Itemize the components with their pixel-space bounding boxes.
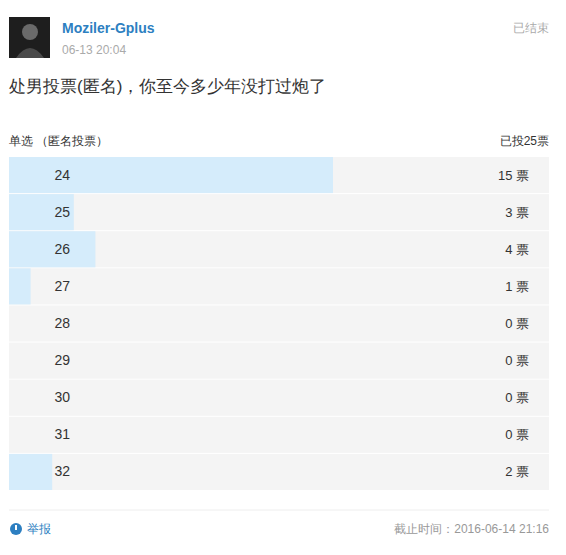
tick: 29 bbox=[54, 352, 70, 368]
separator bbox=[9, 510, 549, 511]
bar bbox=[9, 194, 74, 230]
tick: 28 bbox=[54, 315, 70, 331]
tick-label: 25 bbox=[54, 204, 70, 220]
data-label: 2 票 bbox=[505, 464, 529, 479]
bar bbox=[9, 231, 95, 267]
tick: 24 bbox=[54, 167, 70, 183]
bar bbox=[9, 343, 10, 379]
data-label: 0 票 bbox=[505, 316, 529, 331]
tick-label: 30 bbox=[54, 389, 70, 405]
avatar[interactable] bbox=[9, 17, 50, 58]
bar bbox=[9, 380, 10, 416]
option-track[interactable] bbox=[9, 268, 549, 304]
tick: 25 bbox=[54, 204, 70, 220]
poll-status: 已结束 bbox=[513, 21, 549, 35]
deadline: 截止时间：2016-06-14 21:16 bbox=[394, 522, 549, 536]
report-icon[interactable] bbox=[10, 523, 22, 535]
report-link[interactable]: 举报 bbox=[27, 522, 51, 536]
data-label: 0 票 bbox=[505, 390, 529, 405]
avatar-body bbox=[16, 48, 44, 58]
tick-label: 26 bbox=[54, 241, 70, 257]
data-label: 15 票 bbox=[498, 168, 529, 183]
tick-label: 32 bbox=[54, 463, 70, 479]
tick-label: 31 bbox=[54, 426, 70, 442]
tick: 27 bbox=[54, 278, 70, 294]
option-track[interactable] bbox=[9, 417, 549, 453]
option-track[interactable] bbox=[9, 454, 549, 490]
option-track[interactable] bbox=[9, 157, 549, 193]
option-track[interactable] bbox=[9, 305, 549, 341]
user-name[interactable]: Moziler-Gplus bbox=[62, 20, 155, 36]
tracks bbox=[9, 157, 549, 490]
report-icon-mark bbox=[15, 525, 17, 530]
report-button[interactable]: 举报 bbox=[10, 522, 51, 536]
bar bbox=[9, 268, 31, 304]
option-track[interactable] bbox=[9, 380, 549, 416]
tick: 26 bbox=[54, 241, 70, 257]
option-track[interactable] bbox=[9, 231, 549, 267]
data-labels: 15 票 3 票 4 票 1 票 0 票 0 票 0 票 0 票 2 票 bbox=[498, 168, 529, 480]
tick-label: 24 bbox=[54, 167, 70, 183]
post-date: 06-13 20:04 bbox=[62, 43, 126, 57]
data-label: 0 票 bbox=[505, 427, 529, 442]
bar bbox=[9, 454, 52, 490]
data-label: 4 票 bbox=[505, 242, 529, 257]
tick-label: 28 bbox=[54, 315, 70, 331]
tick: 30 bbox=[54, 389, 70, 405]
bars bbox=[9, 157, 333, 490]
bar bbox=[9, 157, 333, 193]
tick: 32 bbox=[54, 463, 70, 479]
avatar-head bbox=[22, 24, 38, 40]
total-votes: 已投25票 bbox=[500, 134, 549, 148]
axis-line bbox=[70, 158, 71, 491]
data-label: 1 票 bbox=[505, 279, 529, 294]
y-axis: 24 25 26 27 28 29 30 31 32 bbox=[54, 158, 70, 491]
data-label: 0 票 bbox=[505, 353, 529, 368]
bar bbox=[9, 305, 10, 341]
tick-label: 29 bbox=[54, 352, 70, 368]
tick: 31 bbox=[54, 426, 70, 442]
option-track[interactable] bbox=[9, 343, 549, 379]
bar bbox=[9, 417, 10, 453]
option-track[interactable] bbox=[9, 194, 549, 230]
avatar-bg[interactable] bbox=[9, 17, 50, 58]
subtitle: 单选 （匿名投票） bbox=[9, 134, 108, 148]
title: 处男投票(匿名)，你至今多少年没打过炮了 bbox=[9, 77, 326, 96]
data-label: 3 票 bbox=[505, 205, 529, 220]
tick-label: 27 bbox=[54, 278, 70, 294]
poll-card: Moziler-Gplus 06-13 20:04 已结束处男投票(匿名)，你至今多… bbox=[0, 0, 566, 555]
